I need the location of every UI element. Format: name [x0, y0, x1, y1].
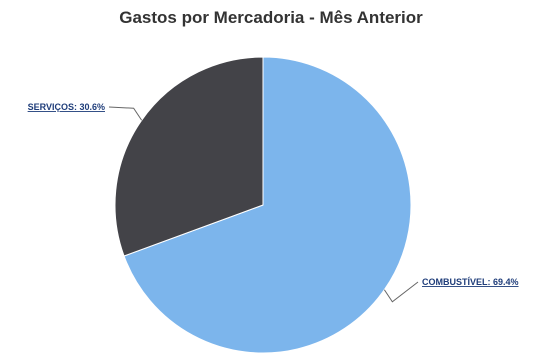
chart-title: Gastos por Mercadoria - Mês Anterior	[119, 8, 423, 27]
pie-data-label: COMBUSTÍVEL: 69.4%	[422, 277, 519, 287]
pie-slice-combustivel[interactable]	[123, 56, 412, 354]
pie-label-connector	[383, 281, 419, 303]
pie-slices	[114, 56, 412, 354]
pie-labels: COMBUSTÍVEL: 69.4% SERVIÇOS: 30.6%	[28, 102, 519, 303]
pie-slice-servicos[interactable]	[114, 56, 264, 257]
pie-data-label: SERVIÇOS: 30.6%	[28, 102, 105, 112]
pie-label-connector	[108, 106, 143, 121]
